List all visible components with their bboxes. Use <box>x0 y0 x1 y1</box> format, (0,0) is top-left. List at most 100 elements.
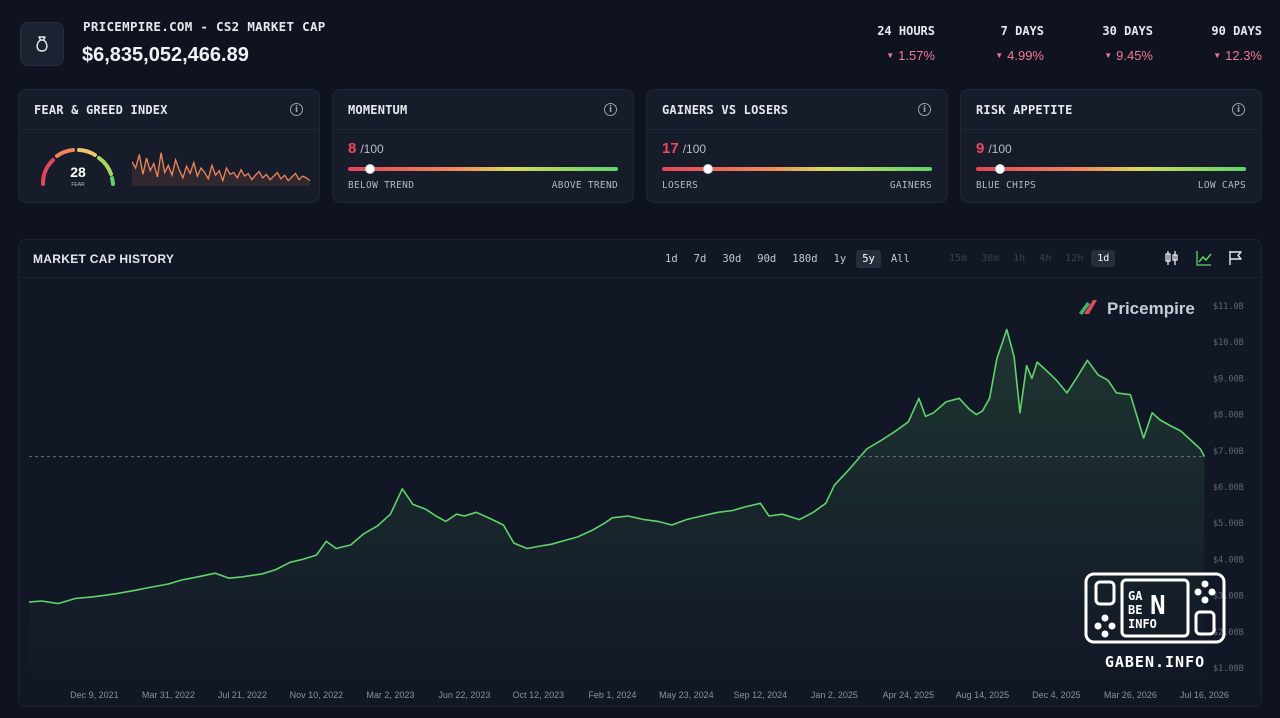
momentum-bar <box>348 164 618 174</box>
y-tick-label: $6.00B <box>1213 483 1244 493</box>
momentum-score: 8/100 <box>348 140 384 157</box>
x-tick-label: Dec 4, 2025 <box>1032 690 1081 700</box>
period-label: 24 HOURS <box>877 24 935 38</box>
logo-letters: BE <box>1128 603 1142 617</box>
period-change: ▼ 9.45% <box>1044 48 1153 63</box>
interval-button-12h[interactable]: 12h <box>1065 253 1084 264</box>
watermark: GA BE N INFO GABEN.INFO <box>1084 572 1226 671</box>
fear-greed-gauge: 28 FEAR <box>40 148 115 188</box>
x-tick-label: Jun 22, 2023 <box>438 690 490 700</box>
x-tick-label: Jul 21, 2022 <box>218 690 267 700</box>
bar-label-low: BELOW TREND <box>348 180 415 191</box>
fear-greed-card: FEAR & GREED INDEX i 28 FEAR <box>18 89 320 203</box>
range-button-1d[interactable]: 1d <box>665 253 678 265</box>
period-30d: 30 DAYS ▼ 9.45% <box>1044 24 1153 63</box>
range-button-90d[interactable]: 90d <box>757 253 777 265</box>
down-triangle-icon: ▼ <box>1213 51 1222 60</box>
x-tick-label: Dec 9, 2021 <box>70 690 119 700</box>
score-value: 8 <box>348 140 357 157</box>
range-selector: 1d 7d 30d 90d 180d 1y 5y All <box>659 250 916 268</box>
line-chart-icon[interactable] <box>1195 249 1213 267</box>
down-triangle-icon: ▼ <box>886 51 895 60</box>
period-label: 90 DAYS <box>1211 24 1262 38</box>
interval-selector: 15m 30m 1h 4h 12h 1d <box>943 250 1116 267</box>
y-tick-label: $9.00B <box>1213 374 1244 384</box>
x-tick-label: Jan 2, 2025 <box>811 690 858 700</box>
y-tick-label: $10.0B <box>1213 338 1244 348</box>
range-button-1y[interactable]: 1y <box>833 253 847 265</box>
x-tick-label: Jul 16, 2026 <box>1180 690 1229 700</box>
period-label: 30 DAYS <box>1102 24 1153 38</box>
momentum-card: MOMENTUM i 8/100 BELOW TREND ABOVE TREND <box>332 89 634 203</box>
interval-button-4h[interactable]: 4h <box>1039 253 1052 264</box>
range-button-30d[interactable]: 30d <box>722 253 742 265</box>
interval-button-15m[interactable]: 15m <box>949 253 968 264</box>
flag-icon[interactable] <box>1227 249 1245 267</box>
logo-letters: GA <box>1128 589 1143 603</box>
interval-button-1h[interactable]: 1h <box>1013 253 1026 264</box>
period-7d: 7 DAYS ▼ 4.99% <box>935 24 1044 63</box>
x-tick-label: Sep 12, 2024 <box>734 690 788 700</box>
info-icon[interactable]: i <box>918 103 931 116</box>
y-tick-label: $11.0B <box>1213 302 1244 312</box>
range-button-180d[interactable]: 180d <box>792 253 818 265</box>
x-axis: Dec 9, 2021 Mar 31, 2022 Jul 21, 2022 Nov 1… <box>70 690 1229 700</box>
bar-label-high: ABOVE TREND <box>551 180 618 191</box>
gauge-label: FEAR <box>71 182 85 188</box>
info-icon[interactable]: i <box>604 103 617 116</box>
money-bag-icon <box>36 36 48 52</box>
bar-label-low: BLUE CHIPS <box>976 180 1037 191</box>
x-tick-label: Nov 10, 2022 <box>290 690 344 700</box>
risk-score: 9/100 <box>976 140 1012 157</box>
sparkline-area <box>132 152 310 186</box>
fear-greed-sparkline <box>132 152 310 186</box>
gainers-score: 17/100 <box>662 140 706 157</box>
period-change: ▼ 1.57% <box>826 48 935 63</box>
x-tick-label: Mar 31, 2022 <box>142 690 195 700</box>
score-max: /100 <box>988 142 1012 156</box>
slider-knob <box>364 164 375 174</box>
site-logo[interactable] <box>20 22 64 66</box>
brand-name: Pricempire <box>1107 299 1195 318</box>
y-tick-label: $5.00B <box>1213 519 1244 529</box>
logo-letters: N <box>1150 591 1166 621</box>
gauge-value: 28 <box>70 164 86 180</box>
score-max: /100 <box>360 142 384 156</box>
range-button-5y[interactable]: 5y <box>856 250 881 268</box>
card-title: RISK APPETITE <box>976 102 1073 117</box>
sparkline-line <box>132 152 310 183</box>
period-change-value: 4.99% <box>1007 48 1044 63</box>
range-button-all[interactable]: All <box>890 253 910 265</box>
down-triangle-icon: ▼ <box>1104 51 1113 60</box>
risk-bar <box>976 164 1246 174</box>
market-cap-value: $6,835,052,466.89 <box>82 44 249 66</box>
gaben-logo: GA BE N INFO <box>1084 572 1226 644</box>
score-max: /100 <box>682 142 707 156</box>
period-label: 7 DAYS <box>1000 24 1044 38</box>
chart-tools <box>1163 249 1245 267</box>
y-axis: $11.0B $10.0B $9.00B $8.00B $7.00B $6.00B $5.0… <box>1213 302 1244 674</box>
card-title: GAINERS VS LOSERS <box>662 102 789 117</box>
y-tick-label: $3.00B <box>1213 592 1244 602</box>
info-icon[interactable]: i <box>290 103 303 116</box>
card-title: FEAR & GREED INDEX <box>34 102 168 117</box>
brand-logo: Pricempire <box>1079 299 1195 318</box>
interval-button-30m[interactable]: 30m <box>981 253 1000 264</box>
panel-title: MARKET CAP HISTORY <box>33 252 175 266</box>
gainers-bar <box>662 164 932 174</box>
range-button-7d[interactable]: 7d <box>693 253 707 265</box>
candlestick-icon[interactable] <box>1163 249 1181 267</box>
y-tick-label: $4.00B <box>1213 555 1244 565</box>
y-tick-label: $1.00B <box>1213 664 1244 674</box>
down-triangle-icon: ▼ <box>995 51 1004 60</box>
market-cap-chart[interactable]: Pricempire $11.0B $10.0B $9.00B $8.00B $7.00… <box>19 278 1262 706</box>
y-tick-label: $8.00B <box>1213 411 1244 421</box>
y-tick-label: $7.00B <box>1213 447 1244 457</box>
interval-button-1d[interactable]: 1d <box>1091 250 1116 267</box>
card-title: MOMENTUM <box>348 102 408 117</box>
info-icon[interactable]: i <box>1232 103 1245 116</box>
bar-label-high: LOW CAPS <box>1197 180 1246 191</box>
slider-knob <box>995 164 1006 174</box>
period-change-value: 1.57% <box>898 48 935 63</box>
x-tick-label: Mar 2, 2023 <box>366 690 414 700</box>
